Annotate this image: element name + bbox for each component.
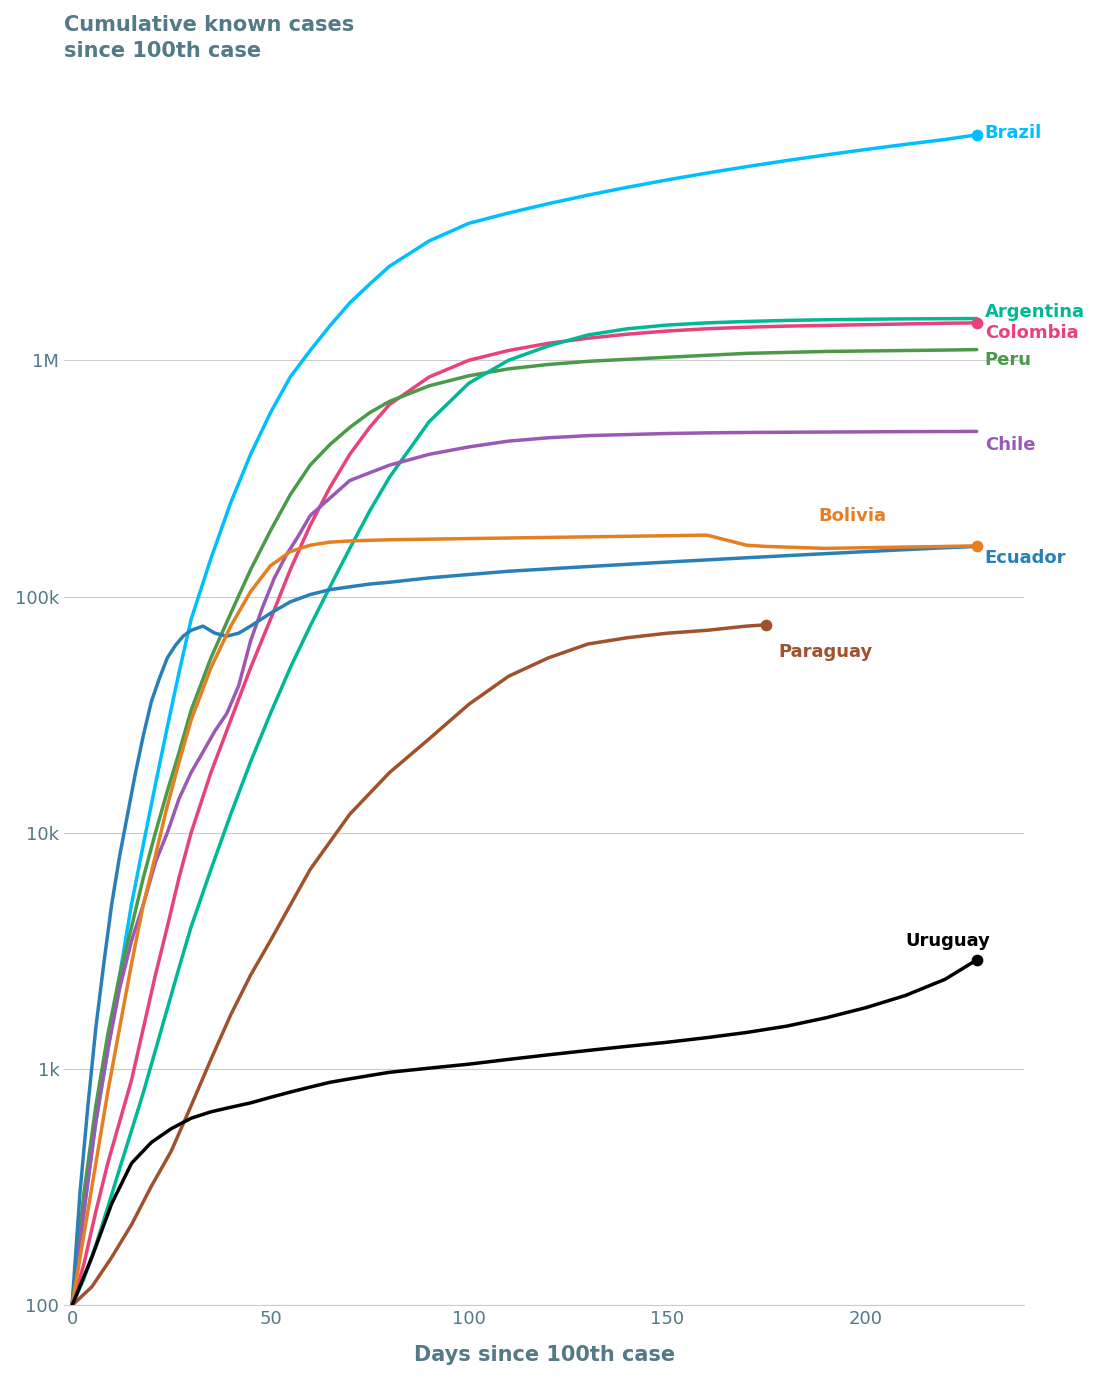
Text: Colombia: Colombia [985, 324, 1079, 342]
Text: Argentina: Argentina [985, 304, 1084, 322]
Point [968, 124, 986, 146]
Text: Brazil: Brazil [985, 124, 1042, 142]
Point [757, 614, 775, 636]
Text: Paraguay: Paraguay [778, 643, 872, 661]
Text: Ecuador: Ecuador [985, 549, 1066, 567]
Point [968, 312, 986, 334]
Text: Cumulative known cases
since 100th case: Cumulative known cases since 100th case [64, 15, 354, 61]
Point [968, 535, 986, 558]
Point [968, 949, 986, 972]
Text: Bolivia: Bolivia [818, 506, 887, 524]
Text: Chile: Chile [985, 436, 1036, 454]
Text: Peru: Peru [985, 352, 1031, 370]
X-axis label: Days since 100th case: Days since 100th case [414, 1346, 675, 1365]
Text: Uruguay: Uruguay [905, 932, 990, 949]
